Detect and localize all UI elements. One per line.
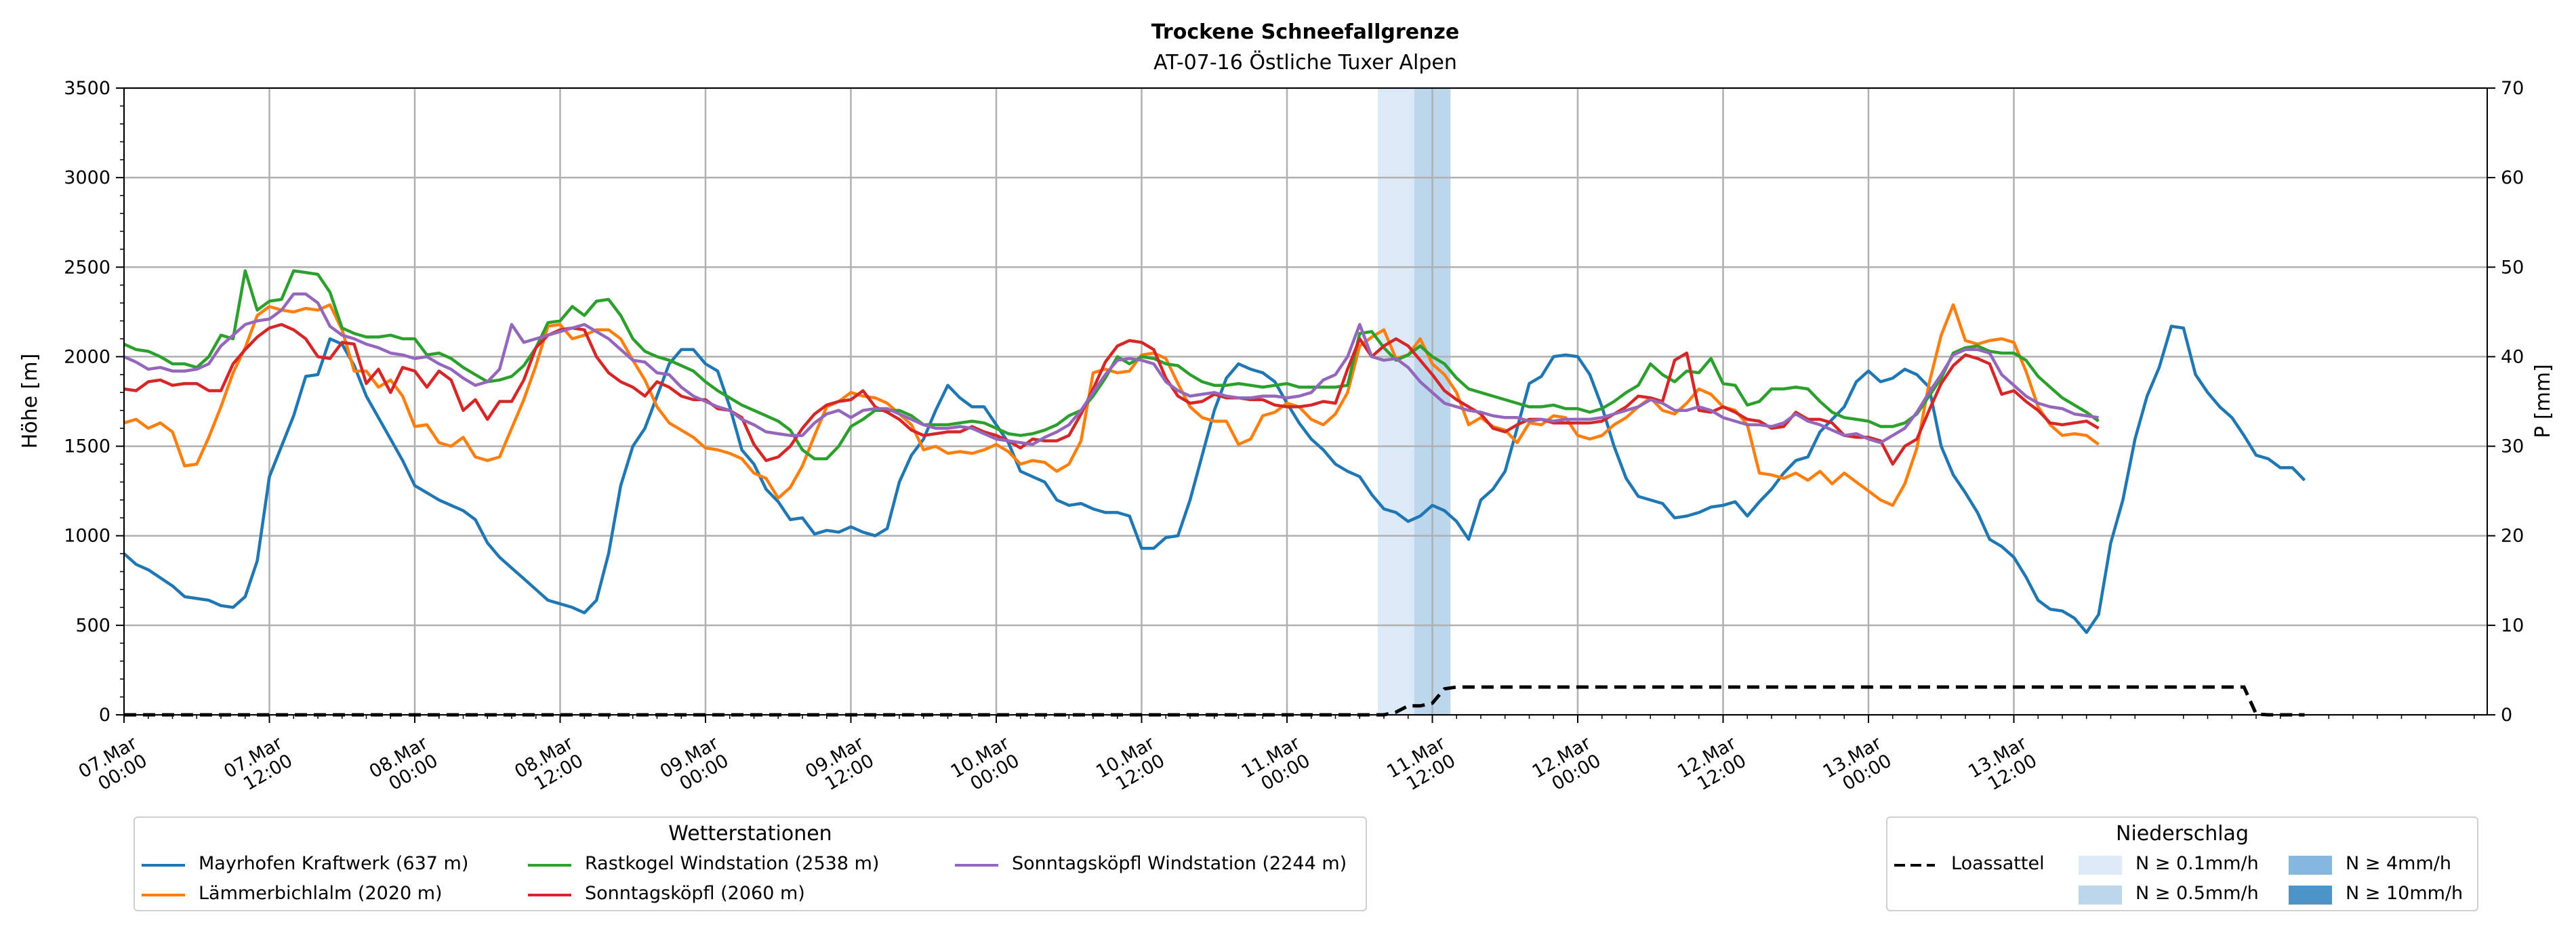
y-tick-label-7: 3500 [64,78,110,99]
legend-precip-title: Niederschlag [2116,822,2249,846]
legend-label: N ≥ 0.1mm/h [2135,853,2259,874]
legend-swatch-line [528,864,571,867]
y2-tick-label-2: 20 [2501,526,2524,547]
legend-station-item-1: Lämmerbichlalm (2020 m) [142,883,548,907]
y-tick-label-0: 0 [99,705,110,726]
legend-label: N ≥ 10mm/h [2346,883,2463,904]
legend-swatch-line [142,864,185,867]
y-tick-label-3: 1500 [64,436,110,457]
y-tick-label-1: 500 [75,615,110,636]
legend-label: Sonntagsköpfl (2060 m) [585,883,805,904]
legend-swatch-patch [2079,886,2122,905]
legend-stations-title: Wetterstationen [668,822,832,846]
precip-intensity-bands [1378,88,1451,715]
legend-swatch-line [528,894,571,896]
chart-title: Trockene Schneefallgrenze [1151,20,1459,44]
axis-ticks: 0 500 1000 1500 2000 2500 3000 3500 0 10 20 30 40 50 6… [64,78,2524,795]
y-tick-label-2: 1000 [64,526,110,547]
legend-precip-item-4: N ≥ 10mm/h [2289,883,2472,907]
legend-label: Rastkogel Windstation (2538 m) [585,853,880,874]
y2-tick-label-5: 50 [2501,257,2524,278]
legend-label: N ≥ 4mm/h [2346,853,2451,874]
y2-tick-label-1: 10 [2501,615,2524,636]
y2-tick-label-0: 0 [2501,705,2512,726]
precip-line [124,685,2305,717]
y-axis-label: Höhe [m] [18,354,42,449]
legend-swatch-patch [2289,886,2332,905]
plot-frame [123,87,2488,716]
y2-axis-label: P [mm] [2531,364,2555,438]
legend-precip-item-2: N ≥ 0.5mm/h [2079,883,2282,907]
series-line-2 [123,269,2100,461]
legend-precip-item-0: Loassattel [1894,853,2070,877]
legend-station-item-4: Sonntagsköpfl Windstation (2244 m) [955,853,1362,877]
series-line-0 [123,325,2306,634]
y-tick-label-5: 2500 [64,257,110,278]
legend-precip: Niederschlag Loassattel N ≥ 0.1mm/h N ≥ 0.… [1886,816,2478,911]
legend-swatch-dashed [1894,864,1935,867]
y-tick-label-4: 2000 [64,346,110,367]
legend-label: Loassattel [1951,853,2045,874]
legend-label: Lämmerbichlalm (2020 m) [199,883,443,904]
legend-label: Mayrhofen Kraftwerk (637 m) [199,853,469,874]
legend-station-item-2: Rastkogel Windstation (2538 m) [528,853,935,877]
y2-tick-label-6: 60 [2501,167,2524,188]
precip-band-0 [1378,88,1414,715]
legend-precip-item-1: N ≥ 0.1mm/h [2079,853,2282,877]
legend-precip-item-3: N ≥ 4mm/h [2289,853,2472,877]
legend-swatch-line [955,864,998,867]
y2-tick-label-7: 70 [2501,78,2524,99]
legend-label: N ≥ 0.5mm/h [2135,883,2259,904]
series-lines [123,269,2306,634]
legend-swatch-patch [2289,856,2332,875]
legend-stations: Wetterstationen Mayrhofen Kraftwerk (637… [134,816,1367,911]
series-line-1 [123,303,2100,507]
series-line-4 [123,292,2099,447]
grid [123,87,2487,716]
legend-station-item-0: Mayrhofen Kraftwerk (637 m) [142,853,548,877]
y2-tick-label-3: 30 [2501,436,2524,457]
y2-tick-label-4: 40 [2501,346,2524,367]
legend-station-item-3: Sonntagsköpfl (2060 m) [528,883,935,907]
precip-line-loassattel [124,685,2305,717]
legend-swatch-line [142,894,185,896]
y-tick-label-6: 3000 [64,167,110,188]
chart-subtitle: AT-07-16 Östliche Tuxer Alpen [1153,50,1457,75]
legend-label: Sonntagsköpfl Windstation (2244 m) [1012,853,1347,874]
legend-swatch-patch [2079,856,2122,875]
